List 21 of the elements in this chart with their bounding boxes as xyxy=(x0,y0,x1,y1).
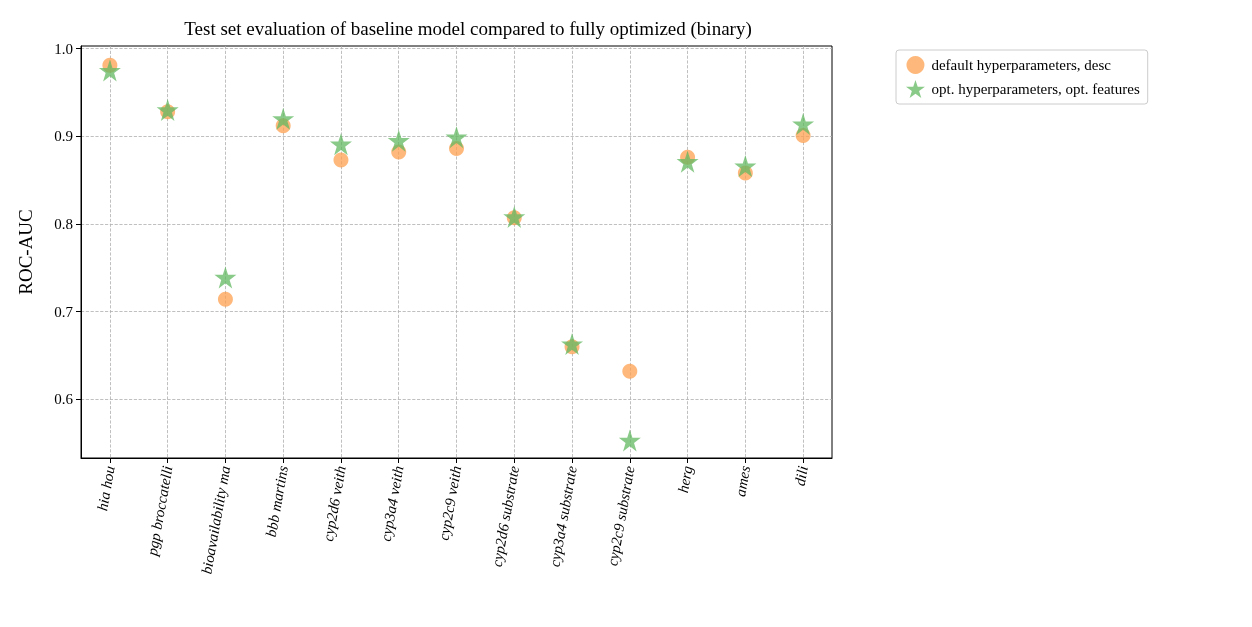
x-tick-label: hia hou xyxy=(94,464,118,513)
x-tick-label: dili xyxy=(791,464,811,488)
x-tick-label: cyp2c9 veith xyxy=(435,464,465,542)
x-tick-label: herg xyxy=(675,464,696,494)
y-tick-label: 1.0 xyxy=(54,40,73,57)
x-tick-label: cyp3a4 veith xyxy=(377,464,407,543)
x-tick-label: cyp3a4 substrate xyxy=(546,464,580,568)
legend-label: default hyperparameters, desc xyxy=(931,57,1112,73)
y-axis-title: ROC-AUC xyxy=(15,209,36,295)
x-tick-label: cyp2d6 substrate xyxy=(488,464,523,568)
x-tick-label: pgp broccatelli xyxy=(143,464,176,558)
y-tick-label: 0.8 xyxy=(54,215,73,232)
x-tick-label: bbb martins xyxy=(262,464,292,539)
x-tick-label: cyp2d6 veith xyxy=(319,464,349,543)
x-tick-label: cyp2c9 substrate xyxy=(604,464,638,568)
chart-title: Test set evaluation of baseline model compared to fully optimized (binary) xyxy=(184,18,752,40)
legend-label: opt. hyperparameters, opt. features xyxy=(931,81,1140,97)
y-tick-label: 0.7 xyxy=(54,303,74,320)
y-tick-label: 0.9 xyxy=(54,128,73,145)
x-tick-label: ames xyxy=(732,464,754,498)
y-tick-label: 0.6 xyxy=(54,391,74,408)
